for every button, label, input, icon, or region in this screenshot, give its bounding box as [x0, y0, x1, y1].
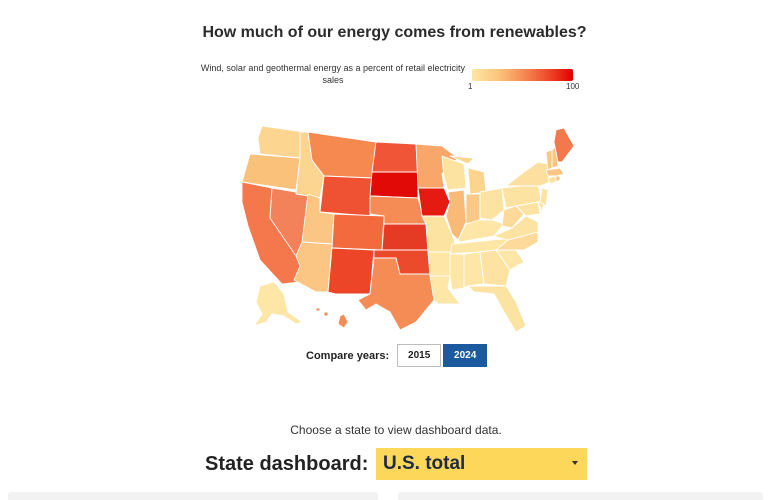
- state-KS[interactable]: [381, 223, 429, 251]
- state-NJ[interactable]: [539, 187, 549, 207]
- us-map: [212, 116, 582, 338]
- state-AK[interactable]: [253, 281, 303, 327]
- state-WA[interactable]: [257, 125, 305, 159]
- compare-years: Compare years: 2015 2024: [306, 344, 488, 367]
- choose-state-hint: Choose a state to view dashboard data.: [290, 423, 502, 437]
- chevron-down-icon: [572, 461, 578, 465]
- legend-max: 100: [566, 82, 580, 91]
- state-MS[interactable]: [449, 253, 465, 291]
- state-KY[interactable]: [457, 219, 505, 243]
- legend-min: 1: [468, 82, 473, 91]
- state-SD[interactable]: [369, 171, 419, 199]
- state-RI[interactable]: [555, 175, 561, 183]
- state-WI[interactable]: [441, 155, 467, 191]
- page-title: How much of our energy comes from renewa…: [202, 24, 587, 41]
- state-select-value: U.S. total: [383, 453, 466, 474]
- dashboard-card-right: [398, 492, 763, 500]
- state-FL[interactable]: [467, 285, 527, 333]
- state-WY[interactable]: [319, 175, 373, 217]
- year-2015-button[interactable]: 2015: [397, 344, 442, 367]
- state-HI[interactable]: [315, 307, 349, 329]
- state-AR[interactable]: [427, 251, 453, 277]
- state-AZ[interactable]: [293, 241, 333, 293]
- state-CO[interactable]: [331, 213, 385, 251]
- dashboard-card-left: [8, 492, 378, 500]
- compare-years-label: Compare years:: [306, 349, 390, 362]
- state-ND[interactable]: [371, 141, 419, 173]
- state-MD[interactable]: [515, 201, 541, 217]
- legend-label: Wind, solar and geothermal energy as a p…: [200, 63, 466, 85]
- state-NY[interactable]: [505, 161, 551, 187]
- state-dashboard-label: State dashboard:: [205, 453, 369, 475]
- state-GA[interactable]: [479, 249, 511, 287]
- state-TX[interactable]: [357, 257, 435, 331]
- state-ME[interactable]: [553, 127, 575, 163]
- state-NM[interactable]: [327, 247, 375, 295]
- state-IN[interactable]: [465, 193, 481, 225]
- state-IL[interactable]: [445, 189, 467, 241]
- year-2024-button[interactable]: 2024: [443, 344, 488, 367]
- state-OH[interactable]: [479, 187, 505, 221]
- state-MA[interactable]: [545, 167, 565, 177]
- state-IA[interactable]: [417, 187, 451, 217]
- legend-color-scale: [472, 69, 573, 81]
- state-select[interactable]: U.S. total: [376, 448, 587, 480]
- state-AL[interactable]: [463, 251, 485, 289]
